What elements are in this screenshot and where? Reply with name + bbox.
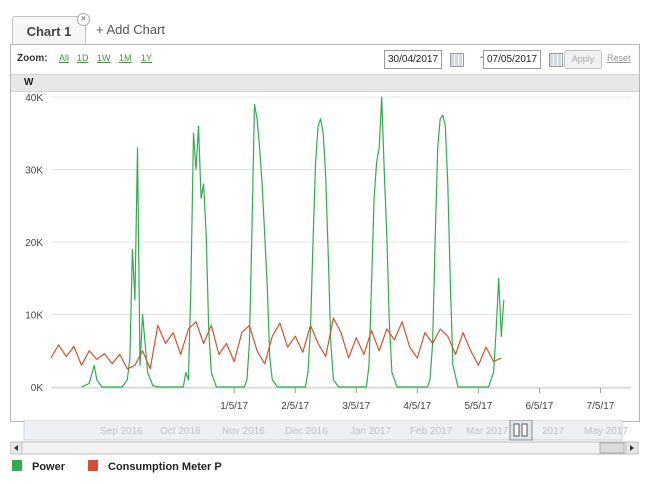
legend-swatch-power (12, 460, 22, 471)
calendar-icon[interactable] (450, 53, 464, 67)
close-icon[interactable]: × (77, 13, 90, 26)
date-separator: - (480, 52, 484, 63)
y-tick-label: 10K (25, 311, 43, 322)
reset-link[interactable]: Reset (607, 53, 631, 63)
zoom-1d-link[interactable]: 1D (77, 53, 89, 63)
navigator-label: Sep 2016 (100, 426, 143, 437)
chevron-left-icon (14, 445, 18, 451)
unit-header: W (11, 74, 639, 92)
line-chart[interactable]: 0K 10K 20K 30K 40K 1/5/17 2/5/17 3/5/17 4/5/17 5/… (11, 45, 639, 421)
navigator-label: Dec 2016 (285, 426, 328, 437)
navigator-label: Nov 2016 (222, 426, 265, 437)
tab-bar: Chart 1 × + Add Chart (12, 13, 638, 45)
navigator-track[interactable] (23, 420, 623, 441)
x-tick-label: 2/5/17 (281, 401, 309, 412)
x-tick-label: 5/5/17 (464, 401, 492, 412)
x-tick-label: 1/5/17 (220, 401, 248, 412)
navigator-scrollbar[interactable] (10, 441, 639, 455)
y-tick-label: 20K (25, 238, 43, 249)
consumption-series-line (50, 317, 502, 370)
navigator-handle-grip[interactable] (521, 423, 528, 437)
chevron-right-icon (630, 445, 634, 451)
power-series-line (81, 96, 505, 388)
navigator-range-handle[interactable] (509, 420, 533, 441)
y-tick-label: 30K (25, 166, 43, 177)
zoom-1m-link[interactable]: 1M (119, 53, 132, 63)
x-tick-label: 6/5/17 (526, 401, 554, 412)
date-from-input[interactable]: 30/04/2017 (384, 50, 443, 69)
y-tick-label: 0K (31, 383, 44, 394)
navigator-label: Mar 2017 (466, 426, 509, 437)
zoom-label: Zoom: (17, 53, 48, 64)
x-tick-label: 7/5/17 (587, 401, 615, 412)
chart-panel: Zoom: All 1D 1W 1M 1Y 30/04/2017 - 07/05… (10, 44, 640, 422)
y-axis-unit-label: W (24, 77, 34, 88)
legend-item-power[interactable]: Power (12, 460, 65, 473)
legend-item-consumption[interactable]: Consumption Meter P (88, 460, 222, 473)
navigator-label: Oct 2016 (160, 426, 201, 437)
legend-swatch-consumption (88, 460, 98, 471)
date-to-input[interactable]: 07/05/2017 (483, 50, 542, 69)
legend-label-consumption: Consumption Meter P (108, 461, 222, 473)
navigator-label: Jan 2017 (350, 426, 392, 437)
zoom-all-link[interactable]: All (59, 53, 70, 63)
tab-chart-1[interactable]: Chart 1 × (12, 13, 90, 45)
navigator-label: 2017 (542, 426, 565, 437)
legend-label-power: Power (32, 461, 66, 473)
chart-navigator[interactable]: Sep 2016 Oct 2016 Nov 2016 Dec 2016 Jan 2017… (10, 420, 640, 456)
y-tick-label: 40K (25, 93, 43, 104)
navigator-label: May 2017 (584, 426, 628, 437)
apply-button[interactable]: Apply (564, 50, 602, 69)
tab-chart-1-label: Chart 1 (26, 24, 72, 39)
zoom-1w-link[interactable]: 1W (97, 53, 111, 63)
navigator-handle-grip[interactable] (513, 423, 520, 437)
navigator-label: Feb 2017 (410, 426, 453, 437)
calendar-icon[interactable] (549, 53, 563, 67)
x-tick-label: 3/5/17 (342, 401, 370, 412)
scrollbar-thumb[interactable] (599, 442, 625, 454)
zoom-1y-link[interactable]: 1Y (141, 53, 153, 63)
chart-legend: Power Consumption Meter P (12, 460, 632, 480)
zoom-toolbar: Zoom: All 1D 1W 1M 1Y 30/04/2017 - 07/05… (11, 45, 639, 73)
x-tick-label: 4/5/17 (403, 401, 431, 412)
add-chart-button[interactable]: + Add Chart (96, 22, 166, 37)
